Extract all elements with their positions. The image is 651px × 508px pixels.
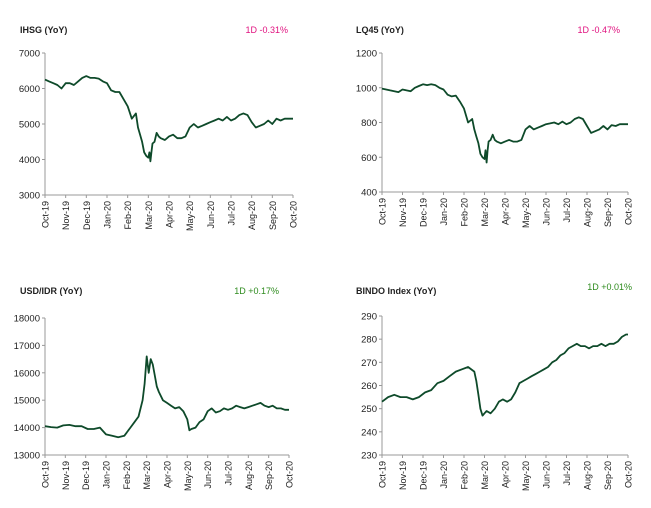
x-tick-label: Jan-20 bbox=[439, 461, 449, 489]
x-tick-label: Oct-19 bbox=[378, 461, 388, 488]
x-tick-label: Nov-19 bbox=[61, 201, 71, 230]
x-tick-label: Dec-19 bbox=[419, 198, 429, 227]
x-tick-label: Aug-20 bbox=[247, 201, 257, 230]
y-tick-label: 18000 bbox=[14, 314, 40, 325]
x-tick-label: Feb-20 bbox=[460, 198, 470, 227]
chart-panel-2: LQ45 (YoY) 1D -0.47% 400 600 800 1000 1200 Oct-… bbox=[356, 25, 634, 228]
x-tick-label: Jan-20 bbox=[103, 201, 113, 229]
x-tick-label: Apr-20 bbox=[501, 461, 511, 488]
y-tick-label: 16000 bbox=[14, 368, 40, 379]
series-line bbox=[44, 75, 293, 163]
y-tick-label: 400 bbox=[361, 188, 377, 199]
y-tick-label: 5000 bbox=[19, 120, 40, 131]
x-tick-label: Nov-19 bbox=[398, 461, 408, 490]
series-line bbox=[381, 83, 628, 164]
x-tick-label: Aug-20 bbox=[583, 461, 593, 490]
x-tick-label: Oct-20 bbox=[285, 461, 295, 488]
x-tick-label: Jan-20 bbox=[439, 198, 449, 226]
x-tick-label: Oct-19 bbox=[41, 461, 51, 488]
chart-panel-1: IHSG (YoY) 1D -0.31% 3000 4000 5000 6000 7000 O… bbox=[19, 25, 299, 231]
x-tick-label: Jun-20 bbox=[542, 461, 552, 489]
x-tick-label: May-20 bbox=[521, 198, 531, 228]
x-tick-label: Mar-20 bbox=[480, 461, 490, 490]
x-tick-label: Apr-20 bbox=[165, 201, 175, 228]
x-tick-label: Sep-20 bbox=[603, 198, 613, 227]
x-tick-label: Jun-20 bbox=[203, 461, 213, 489]
y-tick-label: 250 bbox=[361, 404, 377, 415]
x-tick-label: Oct-19 bbox=[41, 201, 51, 228]
y-tick-label: 600 bbox=[361, 153, 377, 164]
y-tick-label: 240 bbox=[361, 427, 377, 438]
x-tick-label: Dec-19 bbox=[82, 201, 92, 230]
x-tick-label: May-20 bbox=[183, 461, 193, 491]
x-tick-label: Jun-20 bbox=[542, 198, 552, 226]
chart-panel-4: BINDO Index (YoY) 1D +0.01% 230 240 250 260 27… bbox=[356, 282, 634, 491]
x-tick-label: Mar-20 bbox=[142, 461, 152, 490]
y-tick-label: 14000 bbox=[14, 423, 40, 434]
y-tick-label: 1200 bbox=[356, 49, 377, 60]
chart-title: LQ45 (YoY) bbox=[356, 25, 404, 35]
x-tick-label: Oct-20 bbox=[289, 201, 299, 228]
x-tick-label: Nov-19 bbox=[61, 461, 71, 490]
x-tick-label: Aug-20 bbox=[583, 198, 593, 227]
y-tick-label: 1000 bbox=[356, 83, 377, 94]
chart-title: IHSG (YoY) bbox=[20, 25, 67, 35]
y-tick-label: 260 bbox=[361, 381, 377, 392]
x-tick-label: Feb-20 bbox=[122, 461, 132, 490]
y-tick-label: 7000 bbox=[19, 49, 40, 60]
y-tick-label: 270 bbox=[361, 358, 377, 369]
x-tick-label: Jul-20 bbox=[224, 461, 234, 486]
x-tick-label: Feb-20 bbox=[460, 461, 470, 490]
daily-change-label: 1D -0.47% bbox=[577, 25, 620, 35]
chart-title: BINDO Index (YoY) bbox=[356, 286, 436, 296]
x-tick-label: Dec-19 bbox=[81, 461, 91, 490]
x-tick-label: Jul-20 bbox=[227, 201, 237, 226]
y-tick-label: 17000 bbox=[14, 341, 40, 352]
x-tick-label: Sep-20 bbox=[603, 461, 613, 490]
y-tick-label: 280 bbox=[361, 335, 377, 346]
chart-title: USD/IDR (YoY) bbox=[20, 286, 82, 296]
chart-panel-3: USD/IDR (YoY) 1D +0.17% 13000 14000 15000 160… bbox=[14, 286, 295, 491]
y-tick-label: 290 bbox=[361, 312, 377, 323]
daily-change-label: 1D -0.31% bbox=[245, 25, 288, 35]
x-tick-label: Sep-20 bbox=[268, 201, 278, 230]
daily-change-label: 1D +0.17% bbox=[234, 286, 279, 296]
series-line bbox=[381, 333, 628, 417]
x-tick-label: May-20 bbox=[185, 201, 195, 231]
x-tick-label: Jul-20 bbox=[562, 198, 572, 223]
y-tick-label: 15000 bbox=[14, 396, 40, 407]
y-tick-label: 4000 bbox=[19, 155, 40, 166]
x-tick-label: Mar-20 bbox=[480, 198, 490, 227]
y-tick-label: 230 bbox=[361, 451, 377, 462]
y-tick-label: 3000 bbox=[19, 191, 40, 202]
y-tick-label: 13000 bbox=[14, 451, 40, 462]
x-tick-label: Dec-19 bbox=[419, 461, 429, 490]
x-tick-label: Sep-20 bbox=[264, 461, 274, 490]
x-tick-label: Oct-20 bbox=[624, 198, 634, 225]
daily-change-label: 1D +0.01% bbox=[587, 282, 632, 292]
x-tick-label: Feb-20 bbox=[123, 201, 133, 230]
x-tick-label: Jan-20 bbox=[102, 461, 112, 489]
x-tick-label: Apr-20 bbox=[163, 461, 173, 488]
x-tick-label: Jun-20 bbox=[206, 201, 216, 229]
x-tick-label: Aug-20 bbox=[244, 461, 254, 490]
y-tick-label: 800 bbox=[361, 118, 377, 129]
series-line bbox=[44, 355, 289, 439]
x-tick-label: Oct-19 bbox=[378, 198, 388, 225]
x-tick-label: Oct-20 bbox=[624, 461, 634, 488]
x-tick-label: Nov-19 bbox=[398, 198, 408, 227]
x-tick-label: Jul-20 bbox=[562, 461, 572, 486]
x-tick-label: Apr-20 bbox=[501, 198, 511, 225]
y-tick-label: 6000 bbox=[19, 84, 40, 95]
x-tick-label: May-20 bbox=[521, 461, 531, 491]
x-tick-label: Mar-20 bbox=[144, 201, 154, 230]
